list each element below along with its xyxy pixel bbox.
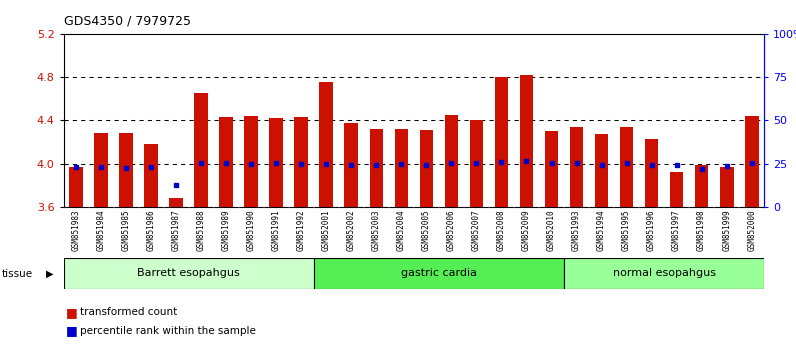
Bar: [419, 130, 433, 207]
Text: GSM851987: GSM851987: [172, 210, 181, 251]
Text: GSM851993: GSM851993: [572, 210, 581, 251]
Text: normal esopahgus: normal esopahgus: [613, 268, 716, 279]
Bar: [314, 258, 564, 289]
Bar: [345, 122, 358, 207]
Text: GSM852001: GSM852001: [322, 210, 331, 251]
Text: transformed count: transformed count: [80, 307, 177, 317]
Bar: [269, 118, 283, 207]
Text: GSM851983: GSM851983: [72, 210, 80, 251]
Text: GSM851986: GSM851986: [146, 210, 156, 251]
Text: percentile rank within the sample: percentile rank within the sample: [80, 326, 256, 336]
Text: GSM852002: GSM852002: [347, 210, 356, 251]
Text: GSM851990: GSM851990: [247, 210, 256, 251]
Bar: [470, 120, 483, 207]
Bar: [564, 258, 764, 289]
Text: GSM852007: GSM852007: [472, 210, 481, 251]
Text: GSM852000: GSM852000: [747, 210, 756, 251]
Text: GSM852009: GSM852009: [522, 210, 531, 251]
Bar: [244, 116, 258, 207]
Text: GSM852006: GSM852006: [447, 210, 456, 251]
Text: GSM851995: GSM851995: [622, 210, 631, 251]
Bar: [369, 129, 384, 207]
Text: GSM851992: GSM851992: [297, 210, 306, 251]
Bar: [444, 115, 458, 207]
Text: ▶: ▶: [46, 269, 53, 279]
Text: GSM851994: GSM851994: [597, 210, 606, 251]
Bar: [695, 165, 708, 207]
Bar: [669, 172, 684, 207]
Bar: [520, 75, 533, 207]
Bar: [595, 135, 608, 207]
Bar: [319, 82, 334, 207]
Bar: [720, 167, 734, 207]
Text: GSM851996: GSM851996: [647, 210, 656, 251]
Bar: [64, 258, 314, 289]
Bar: [144, 144, 158, 207]
Text: GSM851988: GSM851988: [197, 210, 206, 251]
Text: tissue: tissue: [2, 269, 33, 279]
Text: GSM852008: GSM852008: [497, 210, 506, 251]
Bar: [170, 198, 183, 207]
Bar: [494, 77, 509, 207]
Text: GSM851991: GSM851991: [271, 210, 281, 251]
Text: GSM852010: GSM852010: [547, 210, 556, 251]
Text: GSM851984: GSM851984: [96, 210, 106, 251]
Bar: [395, 129, 408, 207]
Text: gastric cardia: gastric cardia: [401, 268, 477, 279]
Bar: [295, 117, 308, 207]
Bar: [645, 139, 658, 207]
Bar: [220, 117, 233, 207]
Text: Barrett esopahgus: Barrett esopahgus: [138, 268, 240, 279]
Bar: [620, 127, 634, 207]
Bar: [95, 133, 108, 207]
Text: GSM851989: GSM851989: [222, 210, 231, 251]
Text: GSM851997: GSM851997: [672, 210, 681, 251]
Text: GDS4350 / 7979725: GDS4350 / 7979725: [64, 14, 191, 27]
Bar: [194, 93, 209, 207]
Text: ■: ■: [66, 325, 78, 337]
Bar: [570, 127, 583, 207]
Bar: [119, 133, 133, 207]
Text: GSM852003: GSM852003: [372, 210, 381, 251]
Text: GSM852005: GSM852005: [422, 210, 431, 251]
Text: GSM851985: GSM851985: [122, 210, 131, 251]
Bar: [544, 131, 559, 207]
Text: ■: ■: [66, 306, 78, 319]
Text: GSM852004: GSM852004: [397, 210, 406, 251]
Bar: [745, 116, 759, 207]
Text: GSM851999: GSM851999: [722, 210, 732, 251]
Text: GSM851998: GSM851998: [697, 210, 706, 251]
Bar: [69, 167, 83, 207]
